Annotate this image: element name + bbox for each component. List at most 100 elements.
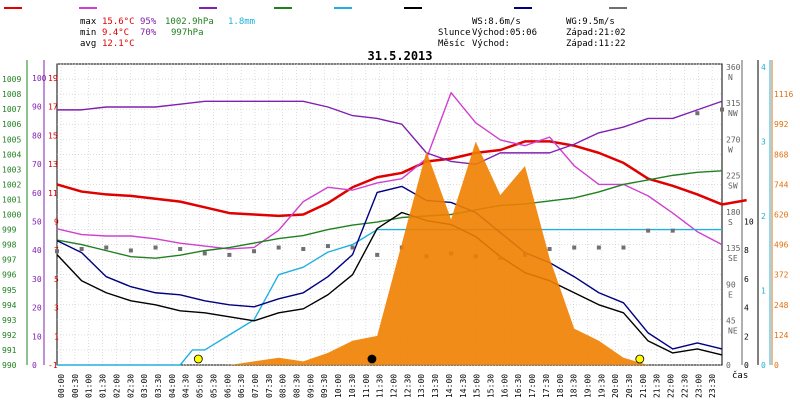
hpa-tick-label: 1001	[2, 195, 21, 204]
w-tick-label: 124	[774, 331, 789, 340]
x-tick-label: 03:30	[154, 374, 163, 398]
deg-tick-label: 135	[726, 244, 741, 253]
series-point-smer-vetru	[646, 228, 651, 233]
x-tick-label: 19:30	[597, 374, 606, 398]
series-point-smer-vetru	[227, 252, 232, 257]
stats-min-hum: 70%	[140, 28, 157, 38]
series-rychlost-vetru	[56, 211, 723, 356]
hpa-tick-label: 1007	[2, 105, 21, 114]
w-tick-label: 992	[774, 120, 789, 129]
x-axis-label: čas	[732, 370, 748, 381]
x-tick-label: 03:00	[140, 374, 149, 398]
moonset-marker	[367, 354, 377, 364]
deg-tick-label: 360	[726, 63, 741, 72]
x-tick-label: 07:00	[251, 374, 260, 398]
x-tick-label: 18:30	[570, 374, 579, 398]
x-tick-label: 06:00	[223, 374, 232, 398]
x-tick-label: 17:30	[542, 374, 551, 398]
hpa-tick-label: 1003	[2, 165, 21, 174]
celsius-tick-label: 1	[54, 332, 59, 341]
info-moon-label: Měsíc	[438, 39, 465, 49]
deg-tick-label: 45	[726, 317, 736, 326]
x-tick-label: 01:00	[85, 374, 94, 398]
x-tick-label: 02:00	[112, 374, 121, 398]
celsius-tick-label: 11	[48, 189, 58, 198]
x-tick-label: 23:30	[708, 374, 717, 398]
x-tick-label: 01:30	[99, 374, 108, 398]
x-tick-label: 00:00	[57, 374, 66, 398]
w-tick-label: 620	[774, 211, 789, 220]
stats-max-press: 1002.9hPa	[165, 17, 214, 27]
w-tick-label: 868	[774, 150, 789, 159]
x-tick-label: 18:00	[556, 374, 565, 398]
info-wg: WG:9.5m/s	[566, 17, 615, 27]
deg-tick-label: 270	[726, 135, 741, 144]
x-tick-label: 22:30	[680, 374, 689, 398]
x-tick-label: 13:00	[417, 374, 426, 398]
celsius-tick-label: 13	[48, 160, 58, 169]
ms-tick-label: 0	[744, 361, 749, 370]
ms-tick-label: 6	[744, 275, 749, 284]
deg-tick-dir: E	[728, 290, 733, 299]
hpa-tick-label: 995	[2, 286, 17, 295]
pct-tick-label: 30	[32, 275, 42, 284]
deg-tick-dir: NW	[728, 109, 738, 118]
x-tick-label: 05:30	[209, 374, 218, 398]
mm-tick-label: 4	[761, 63, 766, 72]
deg-tick-dir: S	[728, 218, 733, 227]
ms-tick-label: 2	[744, 332, 749, 341]
deg-tick-label: 315	[726, 99, 741, 108]
sunset-marker	[635, 354, 645, 364]
sunrise-marker	[193, 354, 203, 364]
deg-tick-dir: SE	[728, 254, 738, 263]
series-point-smer-vetru	[104, 245, 109, 250]
series-point-smer-vetru	[178, 247, 183, 252]
hpa-tick-label: 1008	[2, 90, 21, 99]
stats-max-temp: 15.6°C	[102, 17, 135, 27]
x-tick-label: 11:00	[362, 374, 371, 398]
series-point-smer-vetru	[252, 249, 257, 254]
hpa-tick-label: 1006	[2, 120, 21, 129]
x-tick-label: 09:00	[306, 374, 315, 398]
x-tick-label: 14:00	[445, 374, 454, 398]
pct-tick-label: 90	[32, 103, 42, 112]
stats-min-label: min	[80, 28, 96, 38]
x-tick-label: 17:00	[528, 374, 537, 398]
x-tick-label: 14:30	[459, 374, 468, 398]
info-sun-label: Slunce	[438, 28, 471, 38]
hpa-tick-label: 998	[2, 241, 17, 250]
hpa-tick-label: 993	[2, 316, 17, 325]
stats-max-label: max	[80, 17, 97, 27]
celsius-tick-label: 5	[54, 275, 59, 284]
x-tick-label: 05:00	[196, 374, 205, 398]
series-point-smer-vetru	[350, 245, 355, 250]
x-tick-label: 21:30	[653, 374, 662, 398]
series-prizemni-teplota	[56, 91, 723, 250]
celsius-tick-label: 17	[48, 103, 58, 112]
w-tick-label: 372	[774, 271, 789, 280]
info-ws: WS:8.6m/s	[472, 17, 521, 27]
pct-tick-label: 40	[32, 246, 42, 255]
info-moonset: Západ:11:22	[566, 39, 626, 49]
deg-tick-dir: SW	[728, 182, 738, 191]
deg-tick-dir: NE	[728, 327, 738, 336]
x-tick-label: 23:00	[694, 374, 703, 398]
hpa-tick-label: 990	[2, 361, 17, 370]
mm-tick-label: 0	[761, 361, 766, 370]
pct-tick-label: 10	[32, 332, 42, 341]
x-tick-label: 16:30	[514, 374, 523, 398]
ms-tick-label: 4	[744, 304, 749, 313]
celsius-tick-label: 9	[54, 218, 59, 227]
x-tick-label: 09:30	[320, 374, 329, 398]
pct-tick-label: 100	[32, 74, 47, 83]
mm-tick-label: 1	[761, 286, 766, 295]
series-teplota	[56, 140, 747, 218]
series-point-smer-vetru	[301, 247, 306, 252]
x-tick-label: 12:00	[390, 374, 399, 398]
stats-max-hum: 95%	[140, 17, 157, 27]
x-tick-label: 15:00	[473, 374, 482, 398]
series-point-smer-vetru	[128, 248, 133, 253]
stats-max-rain: 1.8mm	[228, 17, 255, 27]
deg-tick-dir: W	[728, 145, 733, 154]
